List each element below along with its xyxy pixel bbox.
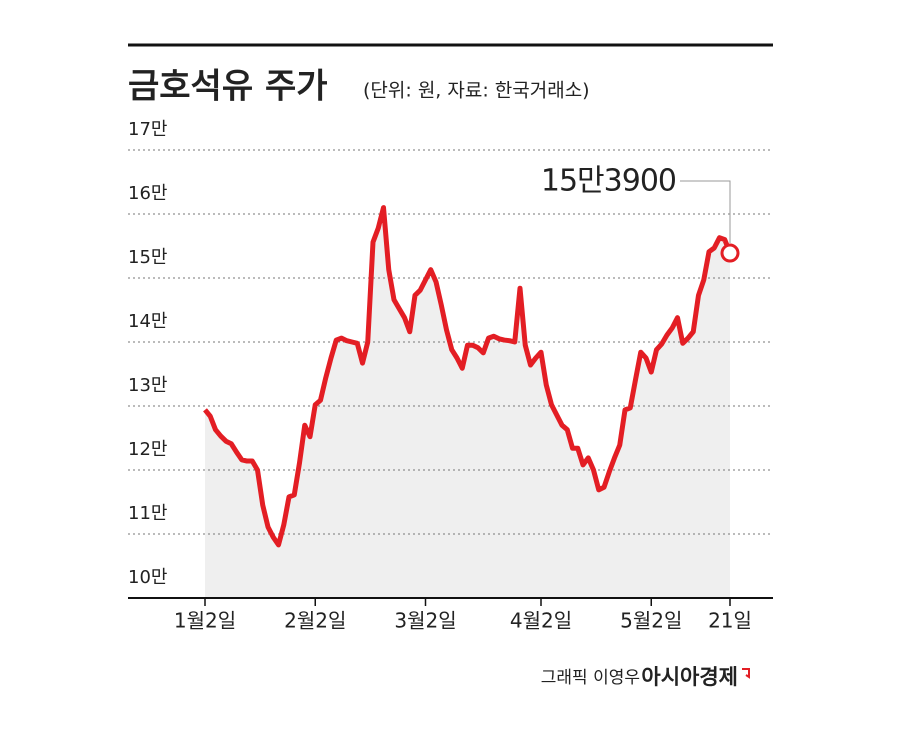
y-tick-label: 16만 [128, 183, 167, 204]
y-tick-label: 13만 [128, 375, 167, 396]
last-point [720, 243, 740, 263]
annotation-leader [680, 180, 731, 244]
x-tick-label: 4월2일 [510, 609, 572, 633]
x-tick-label: 2월2일 [284, 609, 346, 633]
y-tick-label: 17만 [128, 119, 167, 140]
credit: 그래픽 이영우 [541, 668, 640, 688]
x-tick-label: 21일 [708, 609, 752, 633]
y-tick-label: 15만 [128, 247, 167, 268]
chart-subtitle: (단위: 원, 자료: 한국거래소) [363, 80, 590, 102]
source: 아시아경제 [641, 665, 738, 689]
y-tick-label: 14만 [128, 311, 167, 332]
y-tick-label: 10만 [128, 567, 167, 588]
x-tick-label: 1월2일 [174, 609, 236, 633]
chart-title: 금호석유 주가 [128, 67, 328, 107]
y-tick-label: 11만 [128, 503, 167, 524]
x-tick-label: 3월2일 [394, 609, 456, 633]
logo-mark [742, 668, 750, 679]
annotation: 15만3900 [541, 164, 676, 199]
y-tick-label: 12만 [128, 439, 167, 460]
x-tick-label: 5월2일 [620, 609, 682, 633]
price-line [203, 205, 733, 548]
area-fill [205, 207, 730, 598]
